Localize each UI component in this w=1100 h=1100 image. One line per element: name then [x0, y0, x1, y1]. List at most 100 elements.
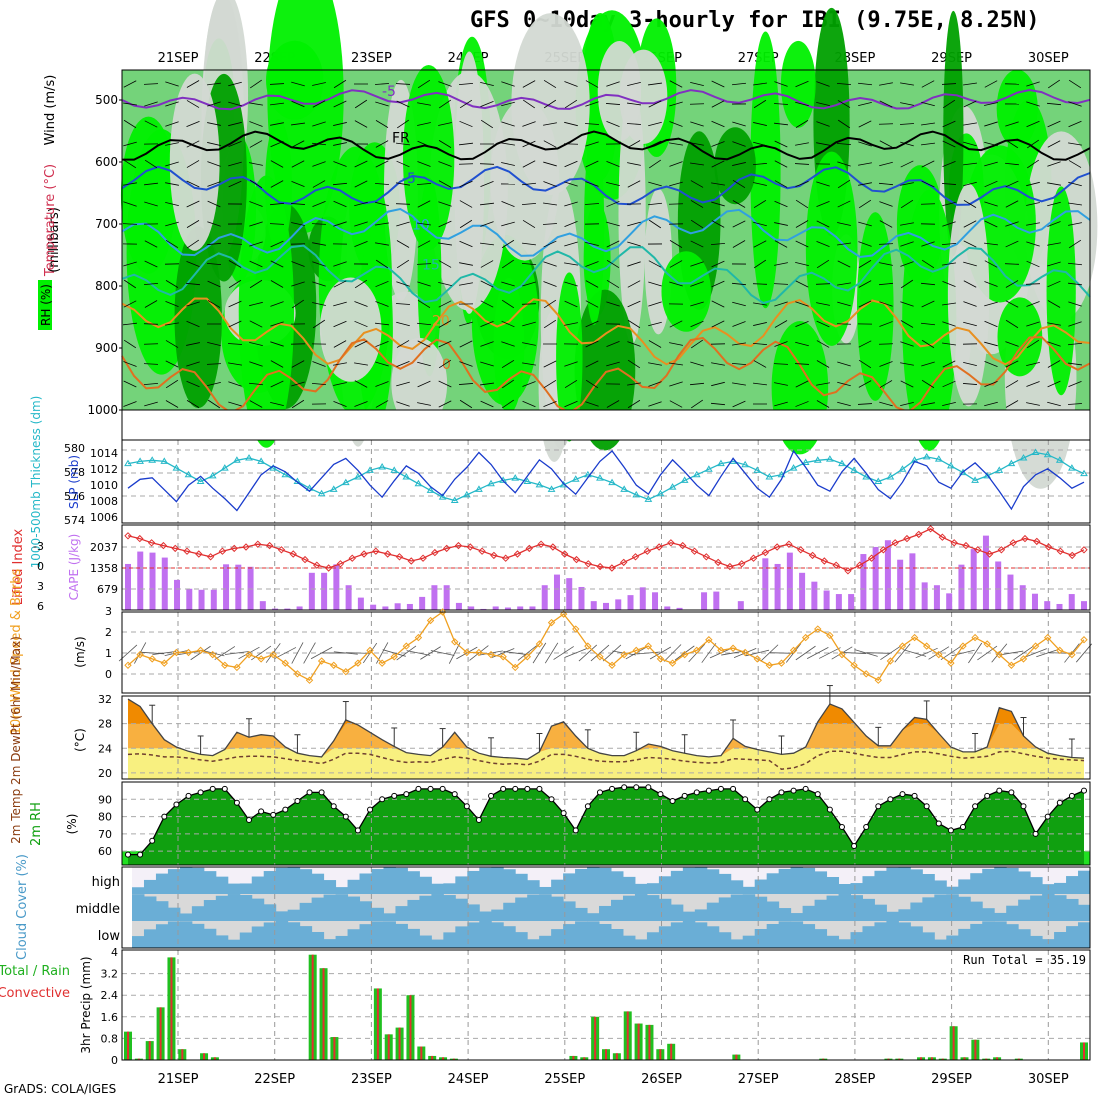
cape-bar	[125, 563, 131, 610]
rh-patch	[402, 65, 455, 251]
wind-barb	[564, 220, 578, 228]
wind-barb	[375, 301, 389, 307]
cloud-bar	[874, 904, 887, 921]
lifted-index-point	[844, 567, 852, 575]
wind-barb	[732, 121, 746, 127]
wind-barb	[249, 201, 263, 207]
rh-patch	[997, 297, 1043, 377]
li-tick: 3	[37, 580, 44, 593]
surface-wind-barb	[564, 648, 588, 658]
wind-barb	[438, 81, 452, 87]
thickness-point	[959, 468, 967, 476]
wind-barb	[606, 280, 620, 288]
day-label-bottom: 24SEP	[448, 1072, 489, 1087]
wind-barb	[123, 201, 137, 207]
wind-barb	[1026, 81, 1040, 87]
wind-barb	[1005, 240, 1019, 248]
wind-barb	[165, 379, 179, 389]
cloud-bar	[910, 926, 923, 948]
wind-barb	[606, 259, 620, 269]
cloud-bar	[1030, 895, 1043, 921]
wind-barb	[333, 340, 347, 348]
cloud-bar	[934, 939, 947, 948]
wind-barb	[459, 240, 473, 248]
wind-barb	[858, 380, 872, 388]
wind-barb	[186, 380, 200, 388]
wind-barb	[1068, 222, 1082, 226]
cloud-bar	[215, 935, 229, 948]
rh-patch	[265, 119, 292, 252]
wind-barb	[396, 119, 410, 129]
wind-barb	[1005, 180, 1019, 188]
wind-barb	[270, 401, 284, 407]
wind-barb	[270, 280, 284, 288]
wind-tick: 1	[105, 647, 112, 660]
cloud-bar	[575, 921, 588, 948]
lifted-index-point	[974, 546, 982, 554]
cloud-bar	[766, 873, 780, 894]
thickness-tick: 574	[64, 514, 85, 527]
wind-barb	[710, 243, 726, 245]
wind-barb	[816, 320, 830, 328]
wind-barb	[417, 340, 431, 348]
cloud-bar	[191, 923, 205, 948]
thickness-point	[148, 456, 157, 463]
wind-speed-point	[850, 661, 858, 669]
thickness-point	[596, 474, 604, 481]
wind-barb	[1005, 319, 1019, 329]
wind-barb	[837, 161, 851, 167]
wind-barb	[963, 100, 977, 108]
surface-wind-barb	[420, 646, 441, 660]
isotherm-label: 0	[442, 357, 451, 373]
wind-speed-point	[995, 650, 1003, 659]
isotherm-line	[122, 130, 1091, 161]
wind-barb	[438, 201, 452, 207]
panel-thickness-frame	[121, 439, 1091, 524]
wind-barb	[417, 361, 431, 367]
wind-barb	[395, 303, 411, 305]
rh2m-tick: 80	[98, 811, 112, 824]
cloud-bar	[347, 879, 361, 894]
surface-wind-barb	[842, 652, 867, 654]
wind-barb	[249, 361, 263, 367]
wind-barb	[375, 322, 389, 326]
wind-barb	[1047, 221, 1061, 227]
wind-speed-point	[1019, 655, 1028, 663]
convective-bar	[659, 1049, 662, 1060]
cloud-bar	[826, 876, 840, 894]
wind-barb	[962, 383, 978, 385]
wind-barb	[438, 260, 452, 268]
wind-barb	[753, 221, 767, 227]
wind-barb	[858, 280, 872, 288]
wind-barb	[900, 341, 914, 347]
rh2m-point	[984, 792, 991, 799]
cloud-bar	[227, 883, 241, 894]
wind-speed-point	[608, 661, 616, 669]
cloud-bar	[718, 897, 732, 921]
wind-barb	[123, 361, 137, 367]
wind-barb	[480, 242, 494, 246]
cape-bar	[652, 592, 659, 610]
rh2m-point	[887, 796, 894, 803]
wind-barb	[354, 201, 368, 207]
cloud-bar	[335, 887, 349, 894]
wind-barb	[774, 140, 788, 148]
cloud-bar	[742, 894, 756, 921]
wind-barb	[1026, 402, 1040, 406]
wind-barb	[207, 280, 221, 288]
rh2m-point	[645, 784, 652, 791]
wind-tick: 3	[105, 605, 112, 618]
wind-barb	[753, 82, 767, 86]
wind-barb	[752, 342, 768, 346]
rh2m-point	[197, 789, 204, 796]
convective-bar	[420, 1046, 423, 1060]
precip-tick: 0.8	[101, 1032, 119, 1045]
wind-barb	[228, 401, 242, 407]
wind-speed-point	[257, 655, 265, 663]
wind-barb	[270, 341, 284, 347]
wind-barb	[732, 220, 746, 228]
cloud-bar	[670, 922, 684, 948]
wind-barb	[627, 382, 641, 386]
lifted-index-line	[127, 528, 1085, 572]
wind-barb	[627, 280, 641, 288]
